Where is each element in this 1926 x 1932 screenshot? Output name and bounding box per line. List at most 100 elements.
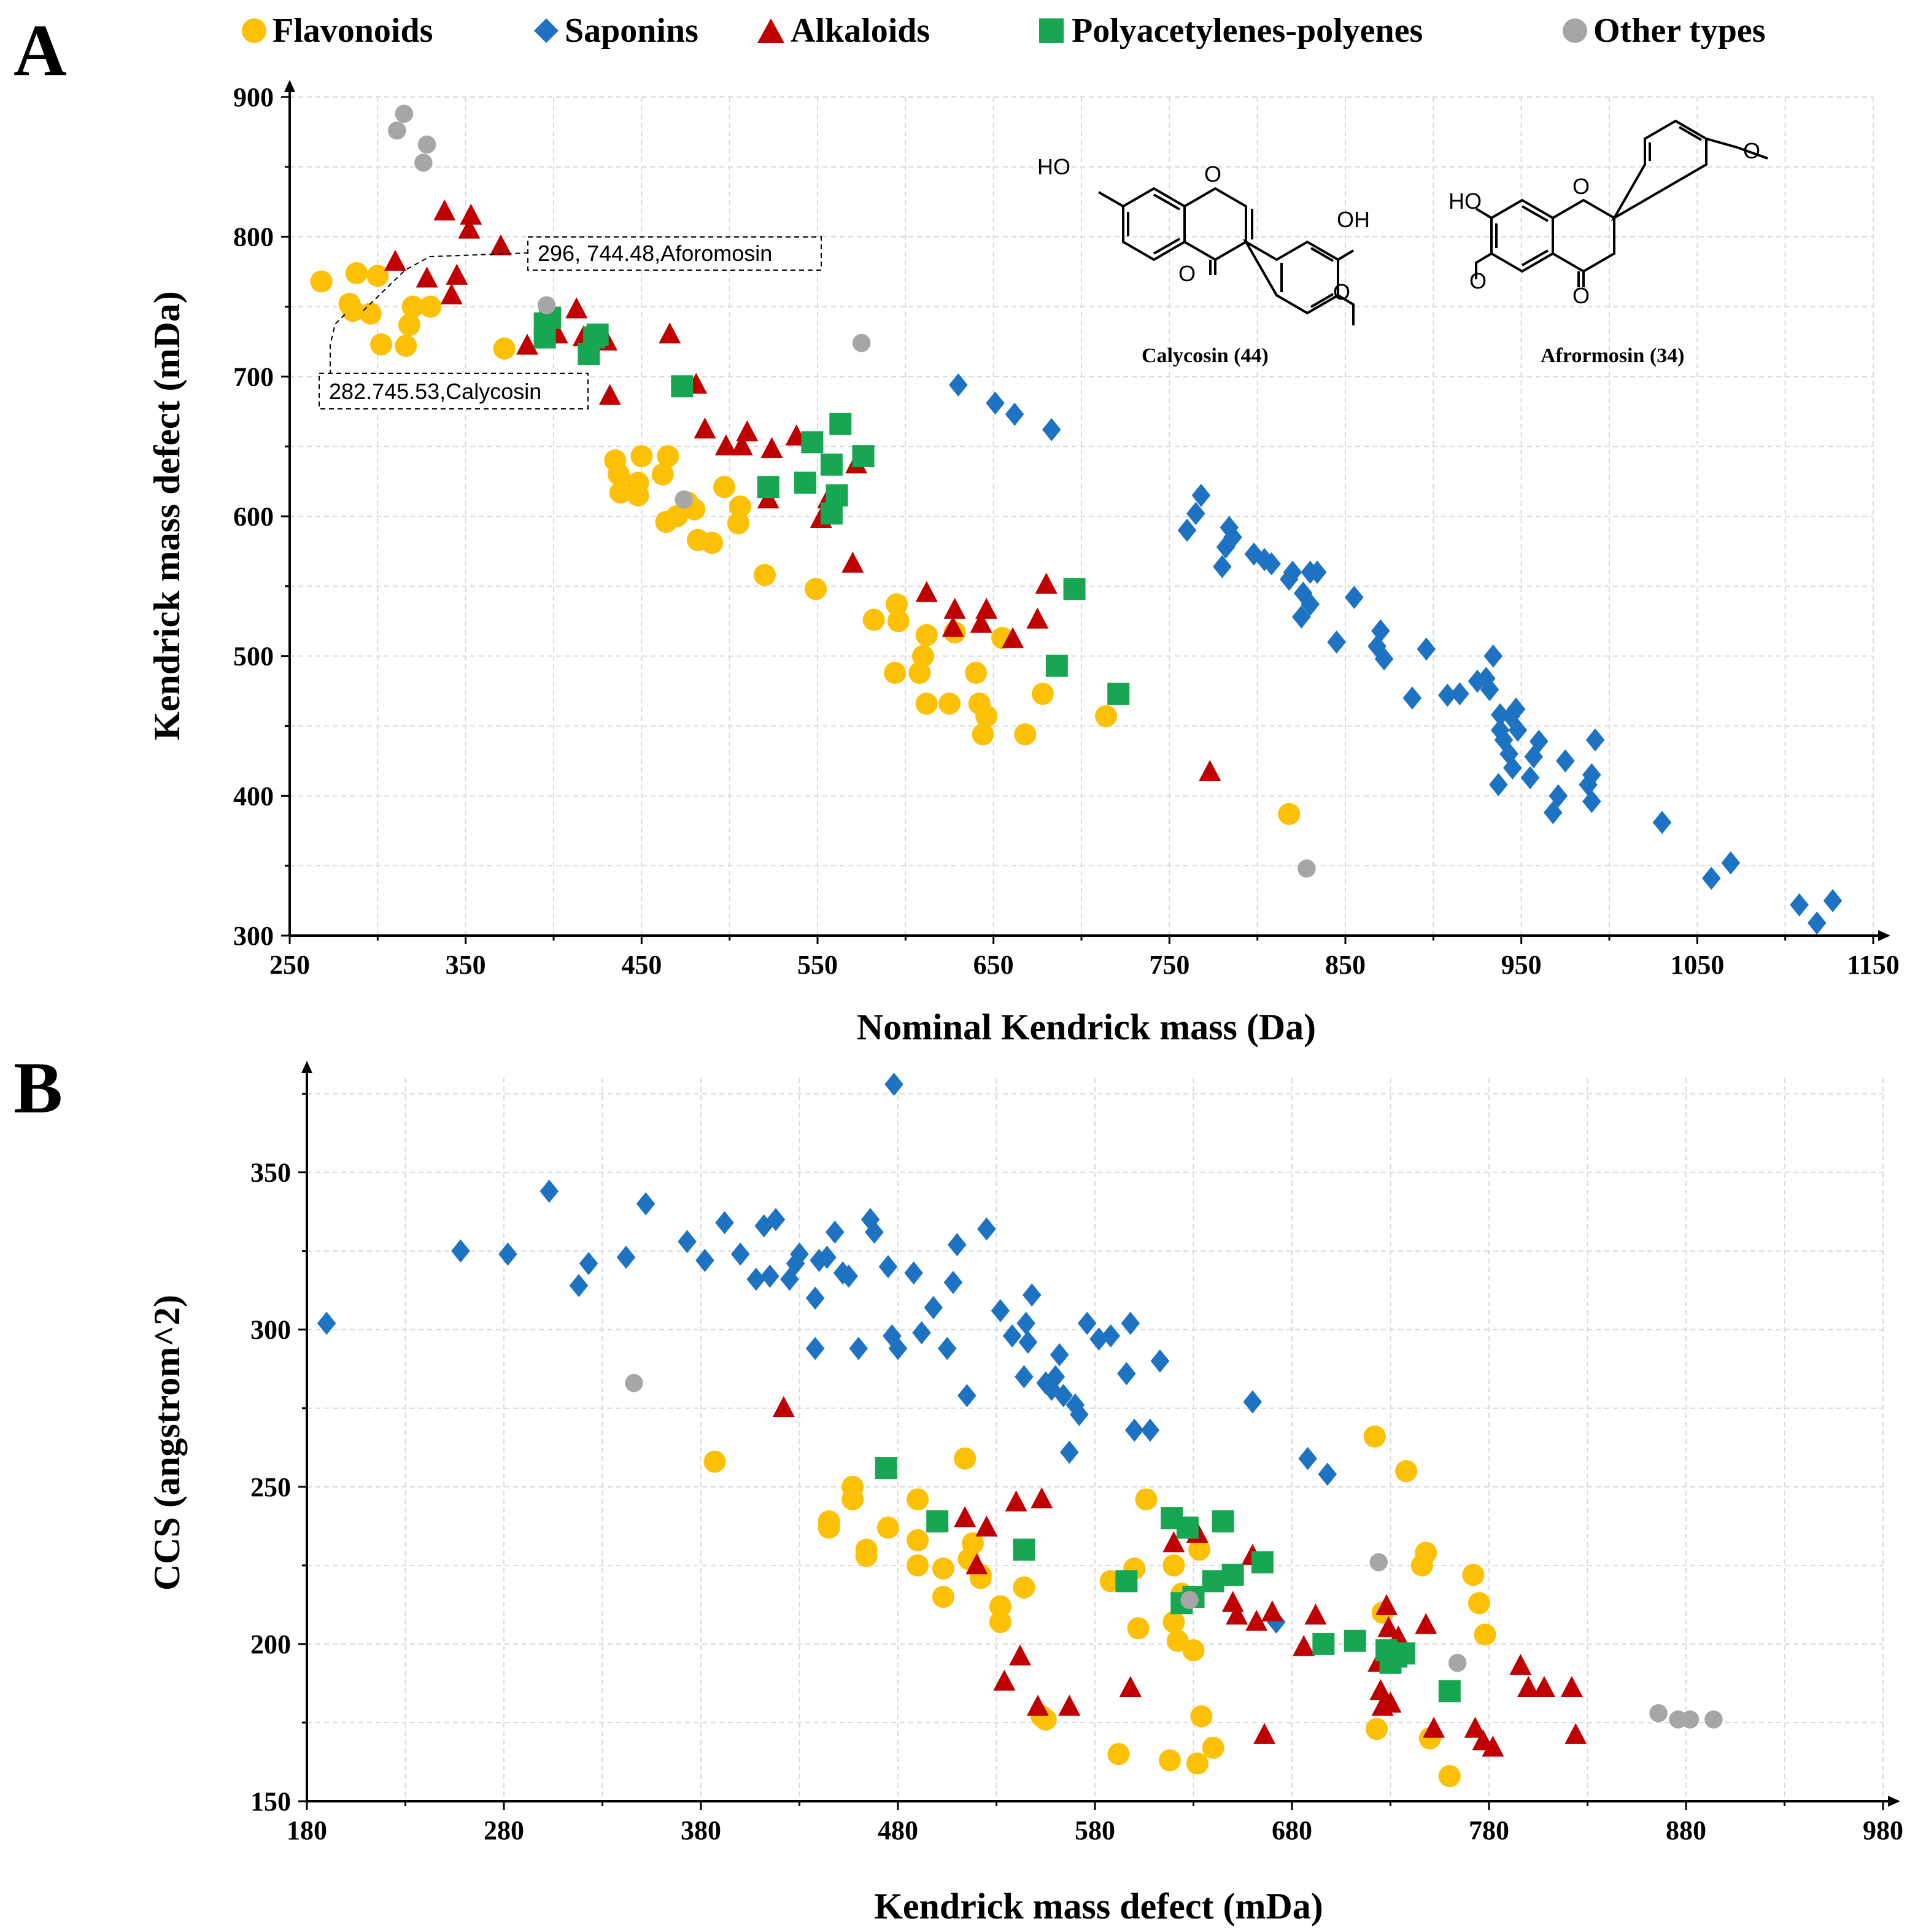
point-flavonoids [1135, 1488, 1158, 1511]
point-other [1180, 1591, 1199, 1609]
point-alkaloids [915, 581, 938, 602]
point-flavonoids [855, 1545, 878, 1567]
point-saponins [730, 1242, 750, 1266]
point-alkaloids [942, 616, 964, 637]
point-saponins [1652, 810, 1672, 834]
point-saponins [1490, 703, 1510, 727]
point-saponins [1117, 1362, 1136, 1386]
point-saponins [1585, 728, 1605, 752]
point-flavonoids [1188, 1538, 1211, 1561]
x-tick-label: 850 [1325, 950, 1366, 980]
point-saponins [1050, 1343, 1069, 1367]
point-flavonoids [359, 302, 382, 325]
point-saponins [1374, 647, 1394, 671]
point-saponins [1520, 766, 1540, 789]
point-saponins [1298, 1446, 1317, 1470]
point-poly [1176, 1516, 1199, 1539]
point-flavonoids [975, 705, 998, 727]
y-tick-label: 400 [233, 781, 274, 811]
y-tick-label: 800 [233, 222, 274, 252]
point-saponins [1530, 729, 1549, 753]
point-poly [1344, 1629, 1366, 1652]
point-saponins [1213, 555, 1232, 578]
point-alkaloids [1058, 1694, 1081, 1716]
point-poly [1115, 1570, 1138, 1593]
x-axis-arrow [1878, 930, 1890, 941]
point-flavonoids [1363, 1425, 1386, 1448]
point-saponins [1002, 1324, 1022, 1348]
point-saponins [1579, 773, 1598, 797]
legend-marker-alkaloids [757, 18, 784, 43]
point-saponins [1318, 1462, 1337, 1486]
point-saponins [1177, 518, 1197, 542]
chart-b-points [317, 1073, 1723, 1788]
point-alkaloids [458, 217, 481, 239]
point-saponins [695, 1249, 714, 1272]
legend-label-polyacetylenes: Polyacetylenes-polyenes [1072, 12, 1423, 50]
point-alkaloids [1162, 1531, 1185, 1553]
point-alkaloids [1369, 1678, 1392, 1701]
point-other [1448, 1653, 1467, 1672]
point-poly [1107, 683, 1130, 705]
afrormosin-ring-o-label: O [1572, 174, 1590, 199]
point-saponins [1022, 1283, 1042, 1307]
chart-a-y-axis-title: Kendrick mass defect (mDa) [147, 291, 187, 740]
point-saponins [1292, 605, 1311, 629]
panel-a-letter: A [14, 9, 67, 91]
point-poly [794, 471, 816, 494]
point-poly [757, 476, 779, 499]
x-tick-label: 450 [621, 950, 662, 980]
calycosin-ring-o-label: O [1204, 161, 1221, 187]
point-saponins [540, 1179, 559, 1203]
x-tick-label: 880 [1666, 1815, 1706, 1845]
point-alkaloids [772, 1395, 795, 1418]
point-saponins [849, 1336, 868, 1360]
point-saponins [1701, 866, 1721, 890]
point-alkaloids [1564, 1723, 1587, 1744]
point-poly [926, 1510, 949, 1533]
point-saponins [839, 1264, 859, 1288]
point-alkaloids [1119, 1675, 1142, 1697]
point-flavonoids [651, 463, 674, 486]
legend: Flavonoids Saponins Alkaloids Polyacetyl… [242, 12, 1766, 50]
point-alkaloids [1375, 1594, 1398, 1615]
point-saponins [1054, 1384, 1073, 1408]
x-tick-label: 650 [973, 950, 1014, 980]
x-tick-label: 780 [1469, 1815, 1509, 1845]
point-alkaloids [1377, 1616, 1400, 1637]
point-alkaloids [490, 234, 512, 256]
point-alkaloids [694, 417, 716, 439]
point-flavonoids [398, 314, 420, 336]
point-alkaloids [446, 263, 468, 285]
point-flavonoids [1186, 1752, 1209, 1775]
point-saponins [1549, 784, 1568, 808]
point-poly [1063, 578, 1086, 600]
point-alkaloids [1415, 1613, 1437, 1634]
point-other [417, 135, 436, 154]
point-saponins [1016, 1311, 1035, 1335]
point-alkaloids [565, 297, 588, 319]
annotation-aforomosin: 296, 744.48,Aforomosin [363, 236, 822, 311]
point-saponins [818, 1246, 837, 1269]
point-alkaloids [1293, 1635, 1315, 1656]
point-alkaloids [1005, 1490, 1027, 1511]
point-flavonoids [493, 337, 516, 360]
point-saponins [1721, 851, 1741, 875]
structure-afrormosin: HO O O O O Afrormosin (34) [1448, 119, 1768, 367]
point-flavonoids [754, 564, 776, 586]
point-flavonoids [630, 445, 653, 468]
point-flavonoids [342, 300, 365, 322]
point-flavonoids [395, 335, 417, 357]
point-alkaloids [1482, 1736, 1504, 1757]
point-alkaloids [598, 384, 621, 405]
x-axis-arrow [1888, 1796, 1900, 1807]
chart-b-axes: 180 280 380 480 580 680 780 880 980 150 200 250 300 3… [250, 1061, 1903, 1845]
point-flavonoids [1158, 1749, 1181, 1772]
point-flavonoids [841, 1488, 864, 1511]
point-saponins [1450, 682, 1469, 706]
y-tick-label: 300 [233, 921, 274, 951]
point-poly [671, 375, 694, 398]
x-tick-label: 680 [1272, 1815, 1312, 1845]
chart-b-x-axis-title: Kendrick mass defect (mDa) [874, 1886, 1323, 1926]
point-saponins [1483, 644, 1503, 668]
